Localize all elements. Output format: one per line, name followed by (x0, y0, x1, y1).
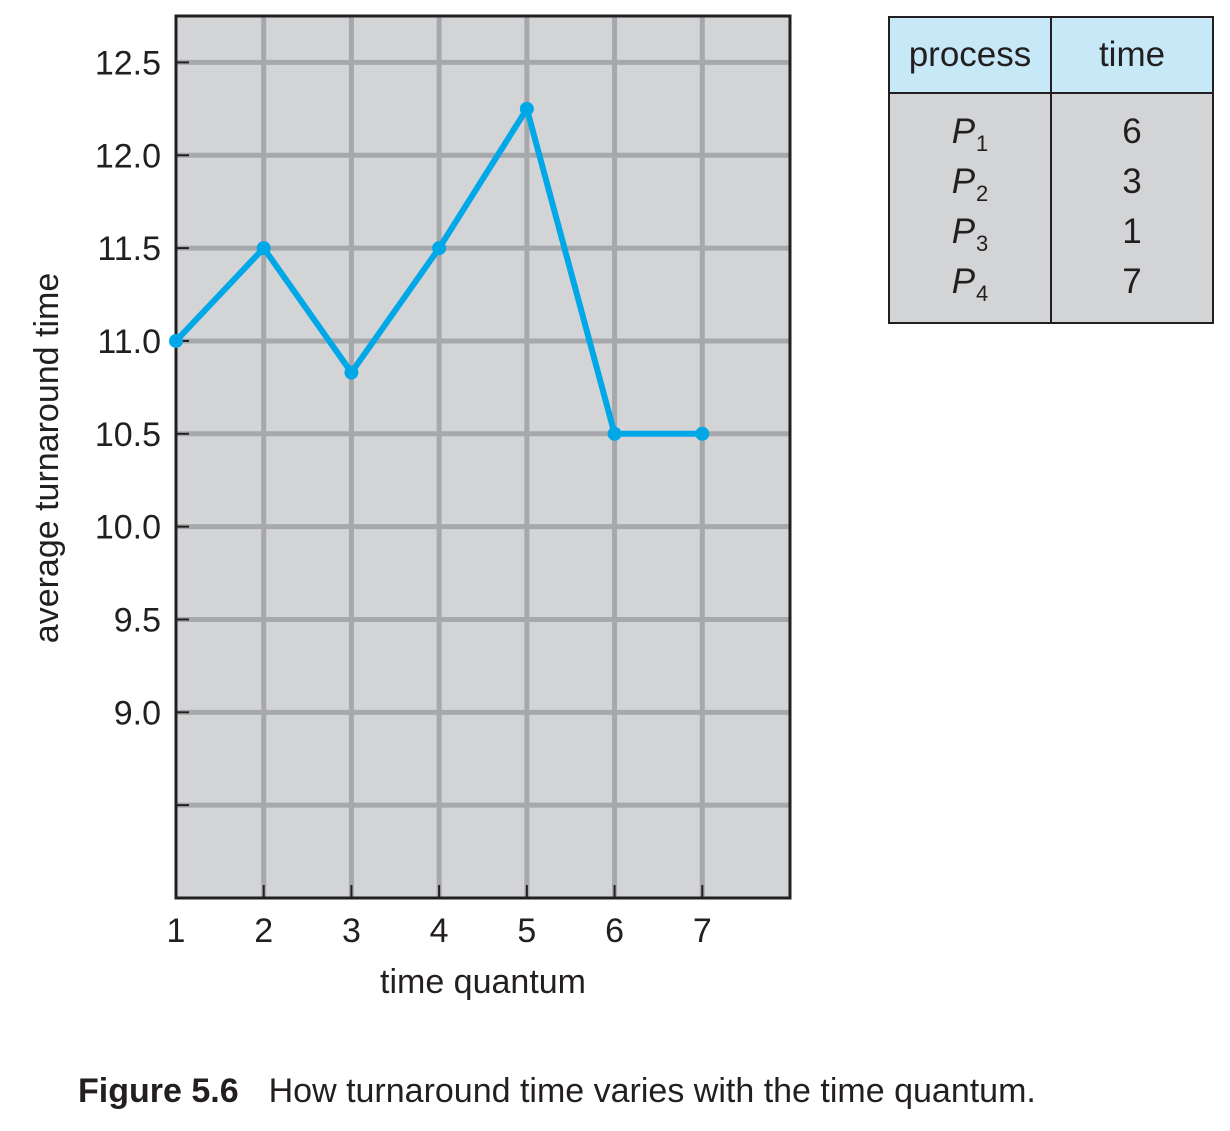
caption-label: Figure 5.6 (78, 1072, 239, 1110)
data-point (607, 426, 622, 441)
time-column: 6 3 1 7 (1050, 92, 1214, 324)
x-tick-label: 6 (605, 912, 624, 950)
y-tick-label: 10.5 (95, 416, 161, 454)
process-name-p1: P1 (951, 112, 989, 156)
process-burst-table: process time P1 P2 P3 P4 6 3 1 7 (888, 16, 1214, 324)
process-time-p1: 6 (1122, 112, 1142, 151)
plot-frame (174, 14, 792, 900)
header-process: process (888, 16, 1052, 94)
caption-text: How turnaround time varies with the time… (268, 1072, 1036, 1110)
x-tick-label: 4 (430, 912, 449, 950)
y-tick-label: 11.5 (97, 230, 161, 268)
data-point (519, 101, 534, 116)
header-time: time (1050, 16, 1214, 94)
line-chart: 9.0 9.5 10.0 10.5 11.0 11.5 12.0 12.5 1 2 3 4 5 6 7 ti… (28, 14, 792, 1001)
x-tick-label: 7 (693, 912, 712, 950)
process-time-p2: 3 (1122, 162, 1142, 201)
process-column: P1 P2 P3 P4 (888, 92, 1052, 324)
table-header-row: process time (888, 16, 1214, 94)
x-tick-label: 3 (342, 912, 361, 950)
process-time-p3: 1 (1122, 212, 1142, 251)
process-name-p2: P2 (951, 162, 989, 206)
x-tick-label: 5 (517, 912, 536, 950)
y-tick-label: 9.5 (114, 601, 161, 639)
figure-caption: Figure 5.6 How turnaround time varies wit… (78, 1072, 1036, 1111)
x-tick-label: 1 (167, 912, 186, 950)
data-point (169, 333, 183, 348)
process-name-p3: P3 (951, 212, 989, 256)
y-tick-label: 10.0 (95, 509, 161, 547)
process-name-p4: P4 (951, 262, 989, 306)
data-point (344, 365, 359, 380)
data-point (256, 241, 271, 256)
y-tick-label: 9.0 (114, 694, 161, 732)
y-tick-label: 12.5 (95, 44, 161, 82)
axes (174, 14, 792, 900)
x-axis-label: time quantum (380, 963, 586, 1001)
y-axis-label: average turnaround time (28, 273, 66, 643)
tick-labels: 9.0 9.5 10.0 10.5 11.0 11.5 12.0 12.5 1 2 3 4 5 6 7 (95, 44, 712, 950)
x-tick-label: 2 (254, 912, 273, 950)
process-time-p4: 7 (1122, 262, 1142, 301)
series-turnaround (169, 101, 710, 441)
table-body-row: P1 P2 P3 P4 6 3 1 7 (888, 92, 1214, 324)
data-point (695, 426, 710, 441)
y-tick-label: 11.0 (97, 323, 161, 361)
data-point (432, 241, 447, 256)
y-tick-label: 12.0 (95, 137, 161, 175)
plot-area (176, 16, 790, 898)
